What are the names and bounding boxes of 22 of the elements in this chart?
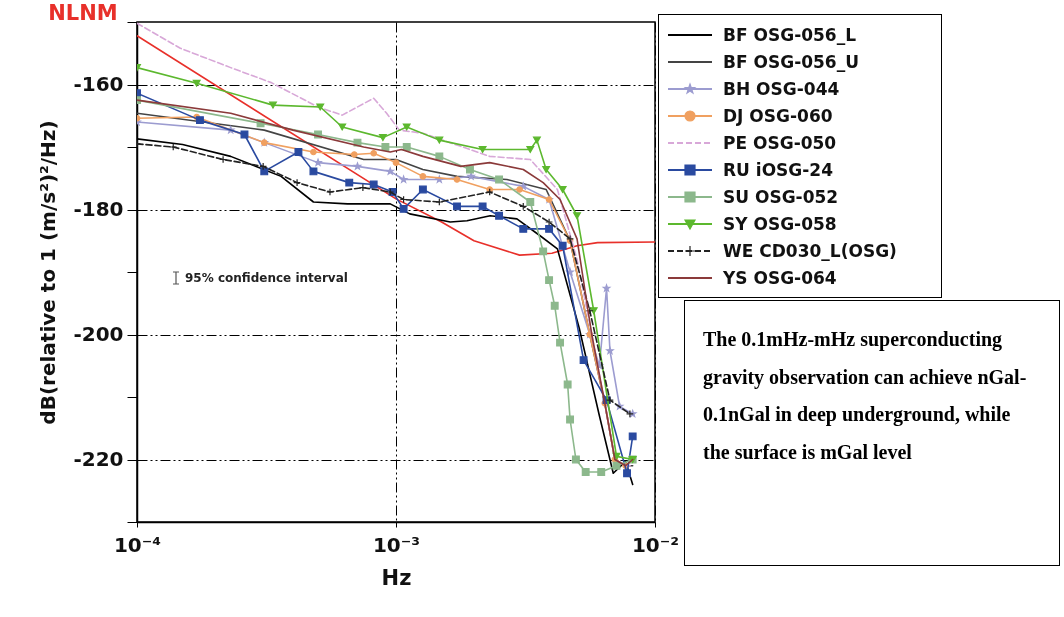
x-tick-label: 10⁻⁴ xyxy=(113,532,162,557)
legend-label: BH OSG-044 xyxy=(723,78,840,99)
x-tick-label: 10⁻³ xyxy=(372,532,421,557)
x-axis-title: Hz xyxy=(381,565,412,590)
legend-label: RU iOSG-24 xyxy=(723,159,834,180)
y-tick-label: -180 xyxy=(73,197,124,221)
legend-label: BF OSG-056_L xyxy=(723,24,857,45)
legend-label: SU OSG-052 xyxy=(723,186,839,207)
legend-label: BF OSG-056_U xyxy=(723,51,859,72)
legend-label: YS OSG-064 xyxy=(723,267,837,288)
x-tick-label: 10⁻² xyxy=(631,532,680,557)
y-axis-title: dB(relative to 1 (m/s²)²/Hz) xyxy=(36,120,61,425)
y-tick-label: -200 xyxy=(73,322,124,346)
annotation: 95% confidence interval xyxy=(185,271,348,285)
legend-label: WE CD030_L(OSG) xyxy=(723,240,897,261)
y-tick-label: -160 xyxy=(73,72,124,96)
y-tick-label: -220 xyxy=(73,447,124,471)
text: The 0.1mHz-mHz superconducting gravity observation can achieve nGal-0.1nGal in deep underground, while the surface is mGal level xyxy=(684,300,1060,566)
legend-label: SY OSG-058 xyxy=(723,213,837,234)
legend-label: DJ OSG-060 xyxy=(723,105,833,126)
legend-label: PE OSG-050 xyxy=(723,132,837,153)
annotation: NLNM xyxy=(48,0,118,25)
